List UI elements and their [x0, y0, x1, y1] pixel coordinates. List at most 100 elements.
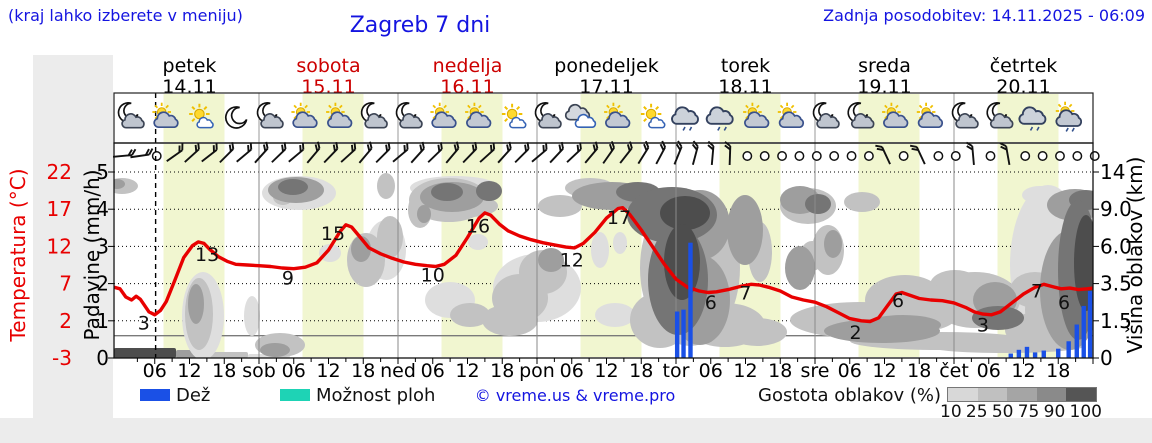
x-tick-label: 18: [490, 360, 514, 382]
x-tick-label: 06: [560, 360, 584, 382]
temperature-labels: 3: [138, 312, 150, 334]
x-tick-label: 06: [143, 360, 167, 382]
temperature-tick-label: 12: [47, 234, 72, 258]
x-tick-label: 06: [977, 360, 1001, 382]
rain-bar: [1032, 352, 1038, 358]
density-tick: 25: [965, 402, 988, 422]
wind-barb-icon: [392, 142, 409, 163]
rain-bar: [1081, 305, 1086, 358]
rain-bar: [688, 242, 693, 358]
wind-barb-icon: [236, 142, 253, 163]
calm-wind-icon: [933, 151, 944, 161]
calm-wind-icon: [898, 151, 909, 161]
day-name: torek: [720, 55, 771, 77]
x-tick-label: tor: [663, 360, 690, 382]
calm-wind-icon: [829, 151, 840, 161]
rain-bar: [1087, 291, 1093, 358]
cloud-blob: [785, 246, 815, 290]
wind-barb-icon: [875, 144, 891, 165]
x-tick-label: 18: [907, 360, 931, 382]
gradient-segment: [1007, 388, 1037, 401]
cloud-density-gradient: [947, 387, 1097, 402]
temperature-value-label: 16: [466, 216, 490, 238]
plot-frame: [113, 142, 1094, 359]
y-axis-ticks: [108, 171, 1099, 359]
gradient-segment: [1066, 388, 1096, 401]
gradient-segment: [1036, 388, 1067, 401]
wind-barb-icon: [999, 142, 1011, 166]
cloud-blob: [613, 232, 627, 254]
calm-wind-icon: [1037, 151, 1048, 161]
x-tick-label: 18: [629, 360, 653, 382]
day-name: sreda: [858, 55, 911, 77]
rain-legend-swatch: [140, 389, 170, 401]
x-tick-label: 06: [421, 360, 445, 382]
page-title: Zagreb 7 dni: [349, 13, 491, 38]
x-tick-label: 06: [699, 360, 723, 382]
calm-wind-icon: [1072, 151, 1083, 161]
cloud-height-tick-label: 6.0: [1100, 234, 1132, 258]
gradient-segment: [977, 388, 1008, 401]
temperature-tick-label: -3: [52, 346, 72, 370]
density-tick: 75: [1017, 402, 1040, 422]
density-tick: 10: [940, 402, 962, 422]
wind-barb-icon: [288, 142, 305, 163]
cloud-blob: [1074, 215, 1093, 311]
x-tick-label: 18: [768, 360, 792, 382]
cloud-density-ticks: 10 25 50 75 90 100: [940, 402, 1102, 422]
cloud-height-tick-label: 1.5: [1100, 309, 1132, 333]
cloud-blob: [972, 306, 1024, 330]
precipitation-tick-label: 0: [96, 346, 109, 370]
copyright-link[interactable]: © vreme.us & vreme.pro: [474, 386, 676, 405]
x-tick-label: 12: [733, 360, 757, 382]
wind-barb-icon: [479, 142, 496, 163]
left-axis-panel: [33, 55, 113, 418]
rain-bar: [681, 309, 686, 358]
cloud-blob: [244, 296, 260, 336]
cloud-height-tick-label: 14: [1100, 160, 1125, 184]
cloud-height-tick-label: 3.5: [1100, 272, 1132, 296]
wind-barb-icon: [531, 142, 548, 163]
temperature-value-label: 3: [977, 314, 989, 336]
x-tick-label: 06: [838, 360, 862, 382]
x-tick-label: ned: [380, 360, 416, 382]
calm-wind-icon: [742, 151, 753, 161]
cloud-blob: [188, 284, 204, 324]
day-name: ponedeljek: [554, 55, 659, 77]
cloud-blob: [727, 318, 787, 346]
temperature-value-label: 13: [195, 244, 219, 266]
cloud-blob: [417, 205, 431, 223]
shower-legend-label: Možnost ploh: [316, 385, 436, 406]
rain-bar: [1024, 346, 1030, 358]
calm-wind-icon: [777, 151, 788, 161]
wind-barb-icon: [637, 140, 650, 165]
x-tick-label: 06: [282, 360, 306, 382]
temperature-tick-label: 7: [59, 272, 72, 296]
cloud-blob: [377, 173, 395, 199]
calm-wind-icon: [759, 151, 770, 161]
cloud-blob: [538, 248, 564, 272]
rain-bar: [674, 311, 680, 358]
rain-bar: [1074, 324, 1079, 358]
wind-barb-icon: [655, 140, 667, 165]
legend-row: Dež Možnost ploh © vreme.us & vreme.pro …: [0, 385, 1152, 422]
shower-legend-swatch: [280, 389, 310, 401]
temperature-value-label: 17: [607, 207, 631, 229]
cloud-density-legend-label: Gostota oblakov (%): [758, 385, 942, 406]
wind-barb-icon: [340, 142, 357, 163]
x-axis-ticks: [136, 358, 1094, 364]
cloud-blob: [431, 183, 463, 201]
wind-barb-icon: [166, 143, 184, 162]
wind-barbs: [112, 140, 1100, 166]
temperature-value-label: 12: [560, 249, 584, 271]
precipitation-tick-label: 3: [96, 234, 109, 258]
precipitation-tick-label: 1: [96, 309, 109, 333]
wind-barb-icon: [201, 143, 218, 163]
temperature-value-label: 10: [421, 264, 445, 286]
temperature-value-label: 15: [321, 223, 345, 245]
temperature-value-label: 7: [739, 283, 751, 305]
cloud-blob: [468, 234, 488, 250]
temperature-value-label: 2: [849, 322, 861, 344]
cloud-blob: [660, 196, 710, 230]
